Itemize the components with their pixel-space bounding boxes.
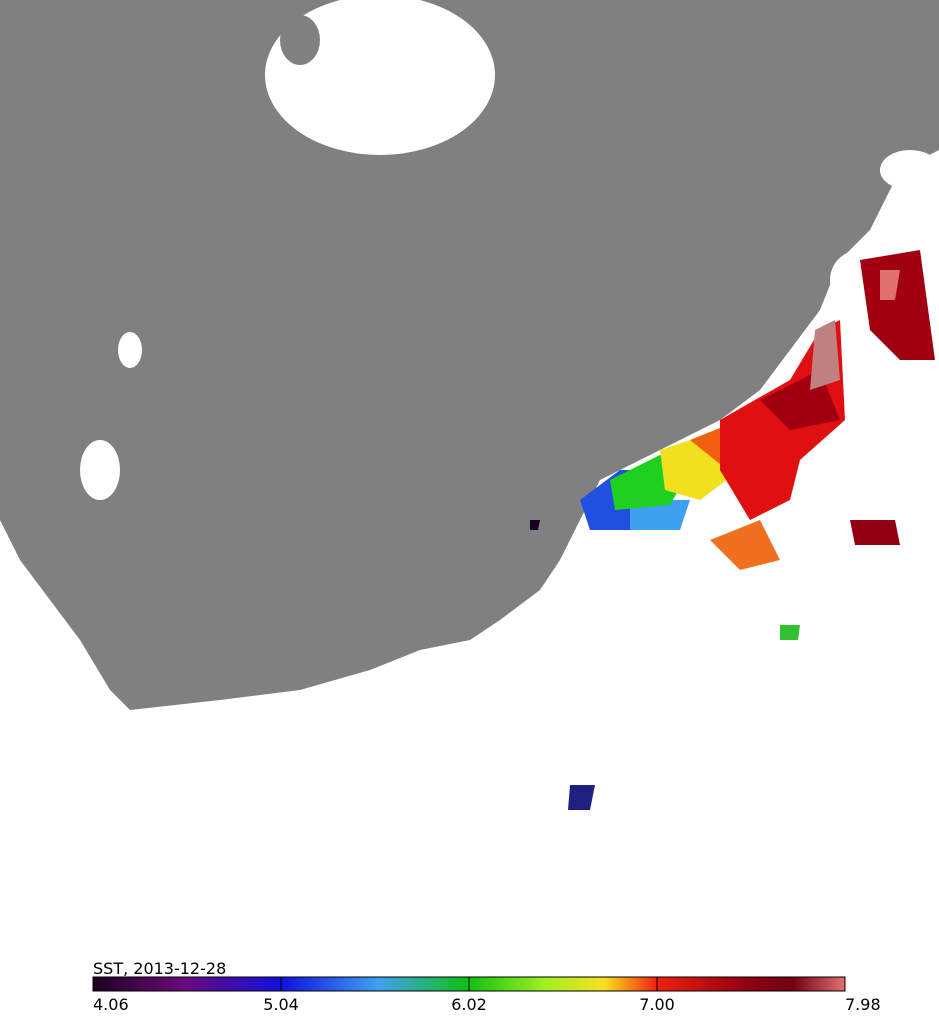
colorbar: SST, 2013-12-28 4.06 5.04 6.02 7.00 7.98 (92, 959, 881, 1014)
colorbar-tick-label: 4.06 (93, 995, 129, 1014)
colorbar-tick-label: 7.98 (845, 995, 881, 1014)
land (0, 0, 939, 710)
colorbar-tick-label: 6.02 (451, 995, 487, 1014)
colorbar-tick-label: 5.04 (263, 995, 299, 1014)
colorbar-tick-label: 7.00 (639, 995, 675, 1014)
colorbar-label: SST, 2013-12-28 (93, 959, 226, 978)
sst-field (530, 250, 935, 810)
